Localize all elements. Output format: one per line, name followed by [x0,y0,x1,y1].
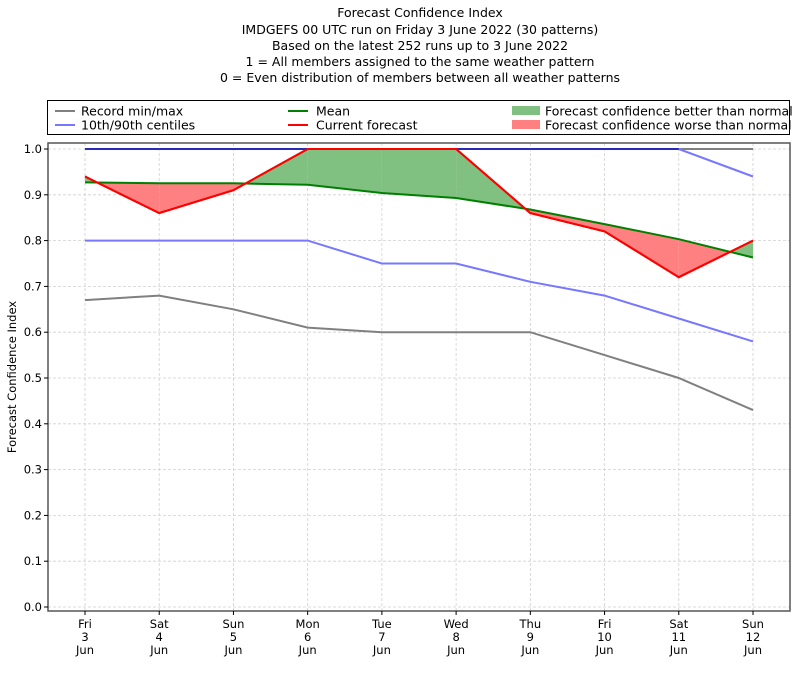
x-tick-day: Fri [78,617,92,631]
x-tick-date: 9 [527,630,534,644]
y-tick-label: 1.0 [24,142,42,156]
y-axis-label: Forecast Confidence Index [5,301,19,453]
title-line-1: Forecast Confidence Index [337,5,503,20]
x-tick-date: 5 [230,630,237,644]
series-line-mean [84,181,754,259]
y-tick-label: 0.4 [24,417,42,431]
legend-label-centiles: 10th/90th centiles [81,118,195,133]
legend-label-worse: Forecast confidence worse than normal [545,118,792,133]
y-tick-label: 0.0 [24,600,42,614]
series-line-record-min [84,294,754,412]
y-tick-label: 0.2 [24,508,42,522]
x-tick-day: Fri [598,617,612,631]
x-tick-date: 12 [746,630,761,644]
x-tick-month: Jun [669,643,688,657]
legend-box [47,100,790,135]
confidence-fills [85,149,753,278]
x-tick-day: Mon [296,617,320,631]
title-line-2: IMDGEFS 00 UTC run on Friday 3 June 2022… [242,22,599,37]
plot-frame [47,142,791,612]
x-tick-date: 7 [378,630,385,644]
x-tick-month: Jun [743,643,762,657]
grid [48,143,790,611]
legend-label-better: Forecast confidence better than normal [545,104,793,119]
fill-better [381,149,457,199]
title-line-5: 0 = Even distribution of members between… [220,70,620,85]
x-tick-month: Jun [298,643,317,657]
x-tick-day: Sun [742,617,764,631]
series-line-current-forecast-top [84,148,754,279]
legend-swatch-better [512,106,540,115]
fill-worse [604,224,679,278]
x-tick-day: Sat [669,617,688,631]
legend-label-forecast: Current forecast [316,118,418,133]
x-tick-date: 10 [597,630,612,644]
y-tick-label: 0.1 [24,554,42,568]
chart-title: Forecast Confidence Index IMDGEFS 00 UTC… [220,5,620,85]
x-tick-date: 8 [452,630,459,644]
title-line-3: Based on the latest 252 runs up to 3 Jun… [272,38,568,53]
x-axis: Fri3JunSat4JunSun5JunMon6JunTue7JunWed8J… [75,611,764,657]
legend-swatch-worse [512,120,540,129]
x-tick-month: Jun [446,643,465,657]
legend-label-mean: Mean [316,104,350,119]
y-axis: 0.0 0.1 0.2 0.3 0.4 0.5 0.6 0.7 0.8 0.9 1.0 [24,142,48,614]
y-tick-label: 0.6 [24,325,42,339]
x-tick-day: Sun [222,617,244,631]
series-lines [84,148,754,412]
fill-better [307,149,382,193]
x-tick-date: 3 [81,630,88,644]
fill-worse [159,183,234,214]
y-tick-label: 0.9 [24,188,42,202]
x-tick-day: Sat [150,617,169,631]
x-tick-month: Jun [520,643,539,657]
fill-worse [678,239,731,278]
x-tick-day: Wed [444,617,469,631]
x-tick-month: Jun [149,643,168,657]
x-tick-month: Jun [372,643,391,657]
y-tick-label: 0.7 [24,279,42,293]
x-tick-date: 6 [304,630,311,644]
y-tick-label: 0.5 [24,371,42,385]
legend-label-record: Record min/max [81,104,183,119]
x-tick-day: Tue [371,617,392,631]
series-line-10th-centile [85,239,754,343]
x-tick-day: Thu [519,617,542,631]
x-tick-date: 11 [671,630,686,644]
y-tick-label: 0.3 [24,463,42,477]
x-tick-month: Jun [75,643,94,657]
title-line-4: 1 = All members assigned to the same wea… [246,54,595,69]
x-tick-date: 4 [156,630,163,644]
x-tick-month: Jun [595,643,614,657]
x-tick-month: Jun [223,643,242,657]
y-tick-label: 0.8 [24,234,42,248]
legend: Record min/max 10th/90th centiles Mean C… [47,100,793,135]
